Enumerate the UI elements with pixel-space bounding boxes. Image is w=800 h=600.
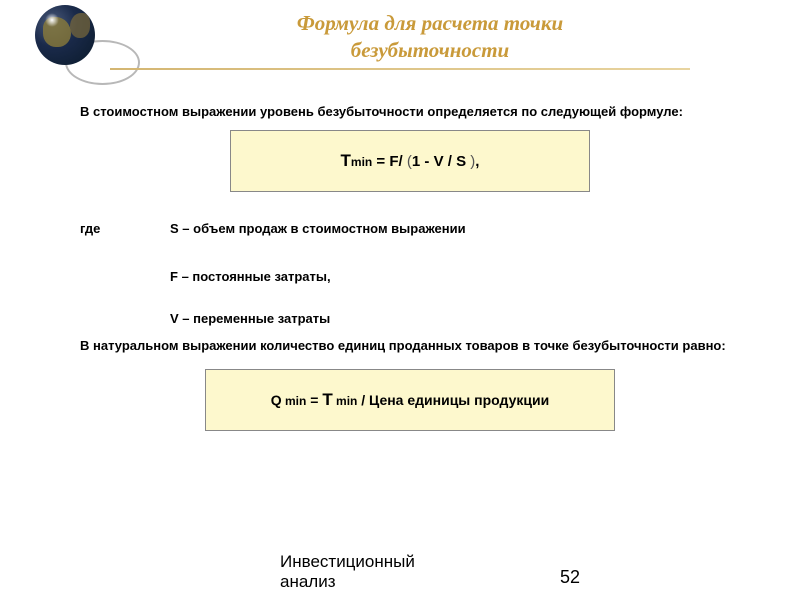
title-line-2: безубыточности bbox=[351, 38, 509, 62]
formula-box-2: Q min = Т min / Цена единицы продукции bbox=[205, 369, 615, 431]
page-number: 52 bbox=[560, 567, 580, 588]
slide-content: В стоимостном выражении уровень безубыто… bbox=[0, 80, 800, 431]
var-definitions: F – постоянные затраты, V – переменные з… bbox=[80, 265, 740, 332]
var-f: F – постоянные затраты, bbox=[170, 265, 740, 290]
formula-box-1: Тmin = F/ (1 - V / S ), bbox=[230, 130, 590, 192]
globe-logo bbox=[35, 5, 105, 75]
footer-watermark: Инвестиционный анализ bbox=[280, 552, 415, 592]
where-label: где bbox=[80, 217, 170, 242]
var-s: S – объем продаж в стоимостном выражении bbox=[170, 217, 466, 242]
slide-header: Формула для расчета точки безубыточности bbox=[0, 0, 800, 80]
var-v: V – переменные затраты bbox=[170, 307, 740, 332]
title-line-1: Формула для расчета точки bbox=[297, 11, 563, 35]
intro-text-2: В натуральном выражении количество едини… bbox=[80, 334, 740, 359]
title-underline bbox=[110, 68, 690, 70]
where-row: где S – объем продаж в стоимостном выраж… bbox=[80, 217, 740, 260]
intro-text-1: В стоимостном выражении уровень безубыто… bbox=[80, 100, 740, 125]
